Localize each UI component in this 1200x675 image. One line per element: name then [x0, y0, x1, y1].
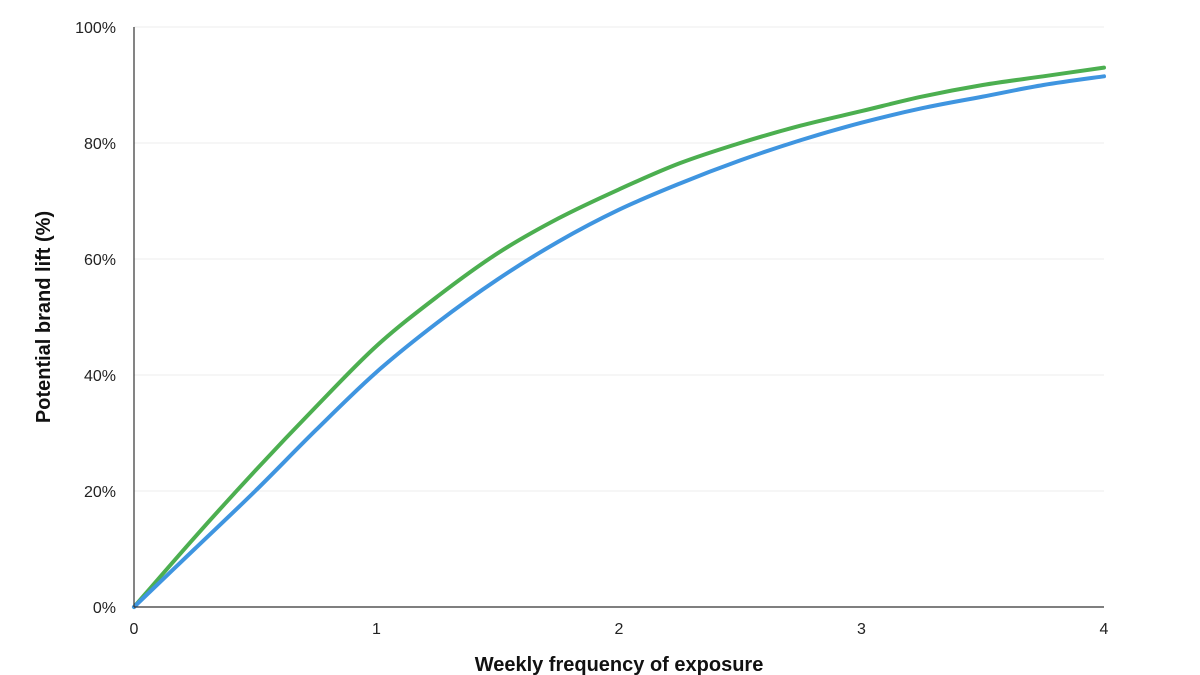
x-tick-label: 2: [615, 621, 624, 638]
y-tick-label: 40%: [84, 368, 116, 385]
series-line-blue: [132, 74, 1106, 609]
x-tick-label: 0: [130, 621, 139, 638]
x-tick-labels: 0 1 2 3 4: [130, 621, 1109, 638]
series-group: [132, 65, 1106, 609]
y-tick-label: 0%: [93, 600, 116, 617]
y-tick-labels: 0% 20% 40% 60% 80% 100%: [75, 20, 116, 617]
y-tick-label: 100%: [75, 20, 116, 37]
y-tick-label: 60%: [84, 252, 116, 269]
y-axis-title: Potential brand lift (%): [33, 211, 55, 423]
x-axis-title: Weekly frequency of exposure: [475, 654, 764, 675]
x-tick-label: 1: [372, 621, 381, 638]
grid: [134, 26, 1104, 492]
x-tick-label: 3: [857, 621, 866, 638]
series-line-green: [132, 65, 1106, 609]
y-tick-label: 20%: [84, 484, 116, 501]
axes: [133, 27, 1104, 608]
x-tick-label: 4: [1100, 621, 1109, 638]
y-tick-label: 80%: [84, 136, 116, 153]
